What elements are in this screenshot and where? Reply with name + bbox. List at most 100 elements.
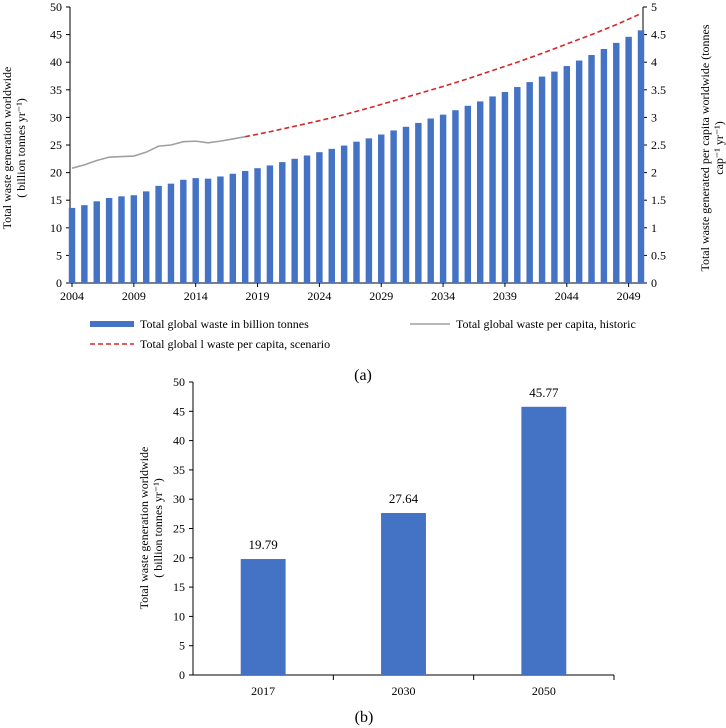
panel-a-bar — [390, 130, 397, 283]
panel-b-bar — [240, 559, 286, 675]
panel-a-bar — [600, 48, 608, 284]
panel-b-bar — [521, 406, 567, 675]
panel-a-bar — [476, 101, 484, 283]
panel-b-ytick-label: 0 — [179, 668, 185, 682]
panel-a-ytick-label: 45 — [50, 28, 62, 42]
panel-a-xtick-label: 2024 — [307, 289, 331, 303]
panel-a-bar — [316, 152, 323, 283]
panel-a-y2tick-label: 5 — [651, 0, 657, 14]
panel-a-bar — [402, 126, 410, 283]
panel-a-bar — [538, 76, 546, 283]
panel-a-bar — [328, 148, 335, 283]
panel-a-xtick-label: 2014 — [184, 289, 208, 303]
panel-b-ylabel-line2: ( billion tonnes yr⁻¹) — [151, 478, 165, 578]
panel-a-y2tick-label: 3 — [651, 110, 657, 124]
panel-a-bar — [266, 165, 274, 283]
panel-a-bar — [452, 110, 459, 283]
panel-b-chart: Total waste generation worldwide ( billi… — [137, 375, 615, 698]
panel-b-ytick-label: 25 — [173, 522, 185, 536]
panel-a-y2tick-label: 4 — [651, 55, 657, 69]
panel-a-label: (a) — [354, 367, 372, 384]
panel-a-bar — [192, 178, 199, 283]
panel-a-y2tick-label: 3.5 — [651, 83, 666, 97]
panel-a-ytick-label: 30 — [50, 110, 62, 124]
panel-b-ytick-label: 5 — [179, 639, 185, 653]
panel-a-bar — [143, 191, 150, 283]
panel-a-bar — [291, 158, 298, 283]
panel-a-xtick-label: 2034 — [431, 289, 455, 303]
panel-b-ytick-label: 20 — [173, 551, 185, 565]
panel-a-bar — [241, 170, 249, 283]
panel-b-xtick-label: 2017 — [251, 684, 275, 698]
panel-a-bar — [427, 118, 434, 283]
panel-a-xtick-label: 2044 — [555, 289, 579, 303]
legend-label-total-waste: Total global waste in billion tonnes — [140, 317, 309, 331]
panel-a-y2tick-label: 1 — [651, 221, 657, 235]
panel-a-y2tick-label: 1.5 — [651, 193, 666, 207]
legend-label-per-capita-historic: Total global waste per capita, historic — [456, 317, 636, 331]
panel-a-y2tick-label: 2.5 — [651, 138, 666, 152]
panel-a-ytick-label: 35 — [50, 83, 62, 97]
panel-a-y2tick-label: 4.5 — [651, 28, 666, 42]
panel-a-bar — [105, 197, 113, 283]
panel-a-y2tick-label: 0 — [651, 276, 657, 290]
panel-a-line-per-capita-scenario — [245, 12, 642, 138]
panel-a-ylabel-line2: ( billion tonnes yr⁻¹) — [14, 98, 28, 198]
panel-a-bar — [254, 168, 261, 283]
panel-a-bar — [340, 145, 348, 283]
panel-b-xtick-label: 2050 — [532, 684, 556, 698]
panel-a-bar — [526, 82, 533, 284]
panel-b-ytick-label: 45 — [173, 404, 185, 418]
panel-a-chart: Total waste generation worldwide ( billi… — [0, 0, 726, 303]
panel-a-bar — [167, 183, 175, 283]
panel-a-bar — [81, 205, 88, 283]
panel-b-data-label: 45.77 — [529, 385, 559, 400]
panel-a-ytick-label: 10 — [50, 221, 62, 235]
panel-a-bar — [353, 141, 360, 283]
panel-a-bar — [501, 92, 509, 284]
panel-a-y2tick-label: 0.5 — [651, 248, 666, 262]
panel-a-bar — [365, 138, 373, 283]
panel-b-bar — [381, 513, 426, 675]
panel-a-bar — [563, 66, 570, 284]
panel-b-ytick-label: 50 — [173, 375, 185, 389]
panel-a-bar — [93, 201, 100, 283]
panel-a-bar — [180, 179, 187, 283]
panel-b-xtick-label: 2030 — [392, 684, 416, 698]
panel-a-xtick-label: 2029 — [369, 289, 393, 303]
panel-a-y2label-line1: Total waste generated per capita worldwi… — [698, 24, 712, 271]
panel-a-bar — [489, 96, 496, 283]
panel-a-bar — [378, 134, 385, 283]
panel-a-line-per-capita-historic — [71, 135, 246, 169]
panel-a-bar — [514, 87, 521, 283]
panel-b-ytick-label: 10 — [173, 609, 185, 623]
panel-a-bar — [637, 30, 645, 284]
panel-b-ytick-label: 40 — [173, 434, 185, 448]
panel-a-xtick-label: 2004 — [60, 289, 84, 303]
panel-b-ytick-label: 15 — [173, 580, 185, 594]
panel-a-ytick-label: 40 — [50, 55, 62, 69]
panel-a-bar — [204, 178, 212, 283]
panel-a-bar — [118, 196, 125, 283]
panel-a-bar — [625, 36, 632, 283]
panel-a-xtick-label: 2019 — [246, 289, 270, 303]
panel-a-bar — [464, 105, 472, 283]
panel-b-ylabel-line1: Total waste generation worldwide — [137, 447, 151, 610]
panel-a-bar — [68, 207, 76, 283]
panel-a-y2label-line2: cap⁻¹ yr⁻¹) — [712, 121, 726, 175]
panel-a-xtick-label: 2039 — [493, 289, 517, 303]
panel-a-ylabel-line1: Total waste generation worldwide — [0, 67, 14, 230]
panel-a-legend: Total global waste in billion tonnes Tot… — [90, 317, 636, 351]
panel-a-bar — [279, 162, 286, 283]
panel-a-xtick-label: 2049 — [617, 289, 641, 303]
panel-a-ytick-label: 0 — [56, 276, 62, 290]
panel-a-bar — [130, 195, 138, 283]
legend-label-per-capita-scenario: Total global l waste per capita, scenari… — [140, 337, 330, 351]
panel-a-bar — [551, 71, 558, 283]
panel-a-ytick-label: 20 — [50, 166, 62, 180]
panel-a-y2tick-label: 2 — [651, 166, 657, 180]
panel-a-bar — [229, 173, 237, 283]
panel-a-xtick-label: 2009 — [122, 289, 146, 303]
panel-b-data-label: 27.64 — [389, 491, 419, 506]
